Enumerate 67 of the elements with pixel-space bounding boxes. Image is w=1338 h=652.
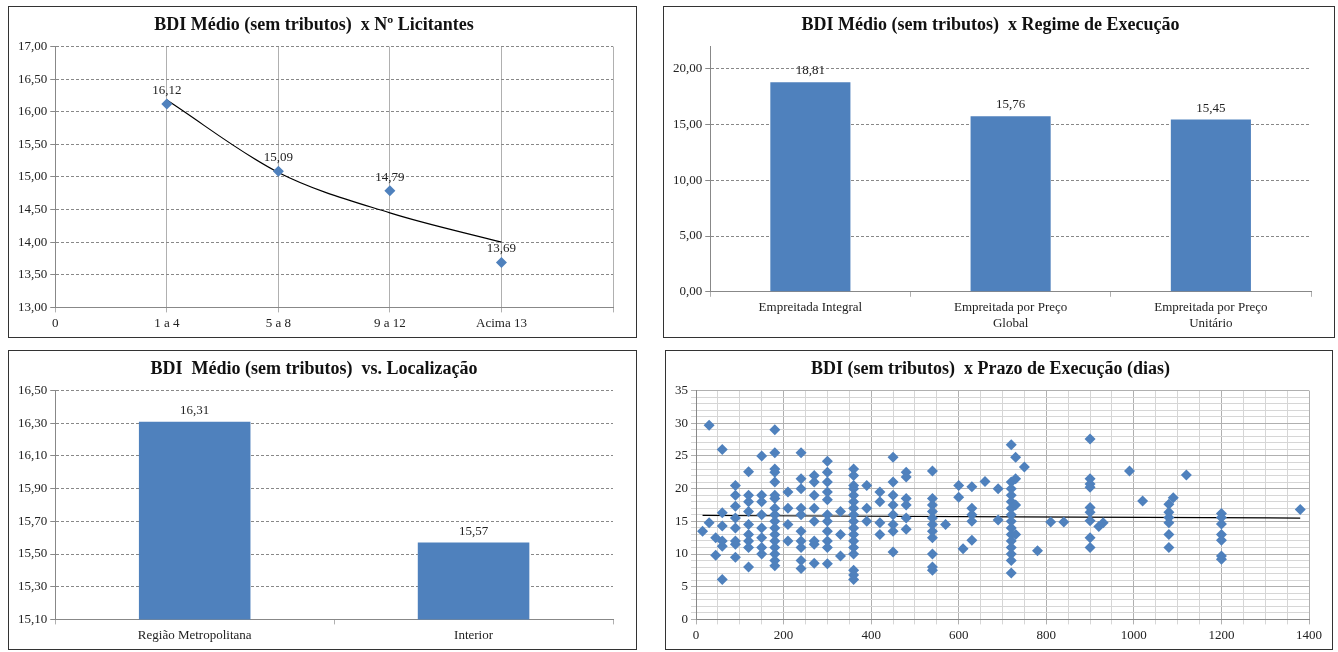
- y-tick-label: 15,30: [18, 578, 48, 594]
- chart-title: BDI Médio (sem tributos) x Nº Licitantes: [154, 14, 474, 36]
- y-tick-label: 20,00: [673, 60, 703, 76]
- data-label: 15,57: [458, 522, 489, 538]
- y-tick-label: 16,00: [18, 103, 48, 119]
- y-tick-label: 30: [675, 414, 688, 430]
- point: [272, 165, 284, 177]
- y-tick-label: 15,00: [673, 116, 703, 132]
- y-tick-label: 13,00: [18, 298, 48, 314]
- x-tick-label: 1 a 4: [154, 314, 180, 330]
- y-tick-label: 5,00: [679, 227, 703, 243]
- data-label: 18,81: [795, 62, 825, 78]
- y-tick-label: 14,50: [18, 201, 48, 217]
- data-label: 15,09: [263, 149, 293, 165]
- y-tick-label: 10: [675, 545, 688, 561]
- x-tick-label: 9 a 12: [374, 314, 406, 330]
- y-tick-label: 25: [675, 447, 688, 463]
- y-tick-label: 20: [675, 480, 688, 496]
- point: [384, 185, 396, 197]
- y-tick-label: 5: [681, 578, 688, 594]
- y-tick-label: 0: [681, 610, 688, 626]
- x-tick-label: 1400: [1296, 626, 1322, 642]
- y-tick-label: 10,00: [673, 171, 703, 187]
- data-label: 15,45: [1196, 99, 1226, 115]
- y-tick-label: 16,10: [18, 447, 48, 463]
- x-tick-label: 1200: [1208, 626, 1235, 642]
- y-tick-label: 0,00: [679, 283, 703, 299]
- y-tick-label: 15,90: [18, 480, 48, 496]
- y-tick-label: 13,50: [18, 266, 48, 282]
- data-label: 14,79: [375, 168, 405, 184]
- x-tick-label: 600: [948, 626, 969, 642]
- y-tick-label: 15,50: [18, 545, 48, 561]
- data-label: 13,69: [486, 240, 517, 256]
- x-tick-label: Região Metropolitana: [137, 626, 252, 642]
- y-tick-label: 35: [675, 382, 688, 398]
- x-tick-label: 5 a 8: [265, 314, 291, 330]
- x-tick-label: Interior: [454, 626, 494, 642]
- chart-title: BDI Médio (sem tributos) vs. Localização: [150, 358, 478, 380]
- x-tick-label: Empreitada Integral: [758, 299, 863, 315]
- point: [161, 98, 173, 110]
- y-tick-label: 15,10: [18, 610, 48, 626]
- y-tick-label: 15,70: [18, 512, 48, 528]
- y-tick-label: 15: [675, 512, 688, 528]
- y-tick-label: 15,00: [18, 168, 48, 184]
- x-tick-label: 0: [52, 314, 59, 330]
- data-label: 16,12: [152, 81, 182, 97]
- point: [495, 256, 507, 268]
- chart-title: BDI (sem tributos) x Prazo de Execução (dias): [811, 358, 1170, 380]
- y-tick-label: 14,00: [18, 233, 48, 249]
- y-tick-label: 16,30: [18, 414, 48, 430]
- x-tick-label: Acima 13: [476, 314, 527, 330]
- x-tick-label: 800: [1036, 626, 1057, 642]
- x-tick-label: Empreitada por Preço Unitário: [1154, 299, 1268, 330]
- x-tick-label: 200: [773, 626, 794, 642]
- y-tick-label: 17,00: [18, 38, 48, 54]
- data-label: 15,76: [996, 96, 1026, 112]
- y-tick-label: 15,50: [18, 135, 48, 151]
- chart-title: BDI Médio (sem tributos) x Regime de Execução: [801, 14, 1180, 36]
- bar: [1170, 119, 1251, 292]
- x-tick-label: Empreitada por Preço Global: [953, 299, 1068, 330]
- x-tick-label: 1000: [1120, 626, 1147, 642]
- y-tick-label: 16,50: [18, 70, 48, 86]
- bar: [970, 116, 1051, 292]
- x-tick-label: 400: [861, 626, 881, 642]
- data-label: 16,31: [180, 401, 210, 417]
- bar: [770, 82, 851, 292]
- y-tick-label: 16,50: [18, 382, 48, 398]
